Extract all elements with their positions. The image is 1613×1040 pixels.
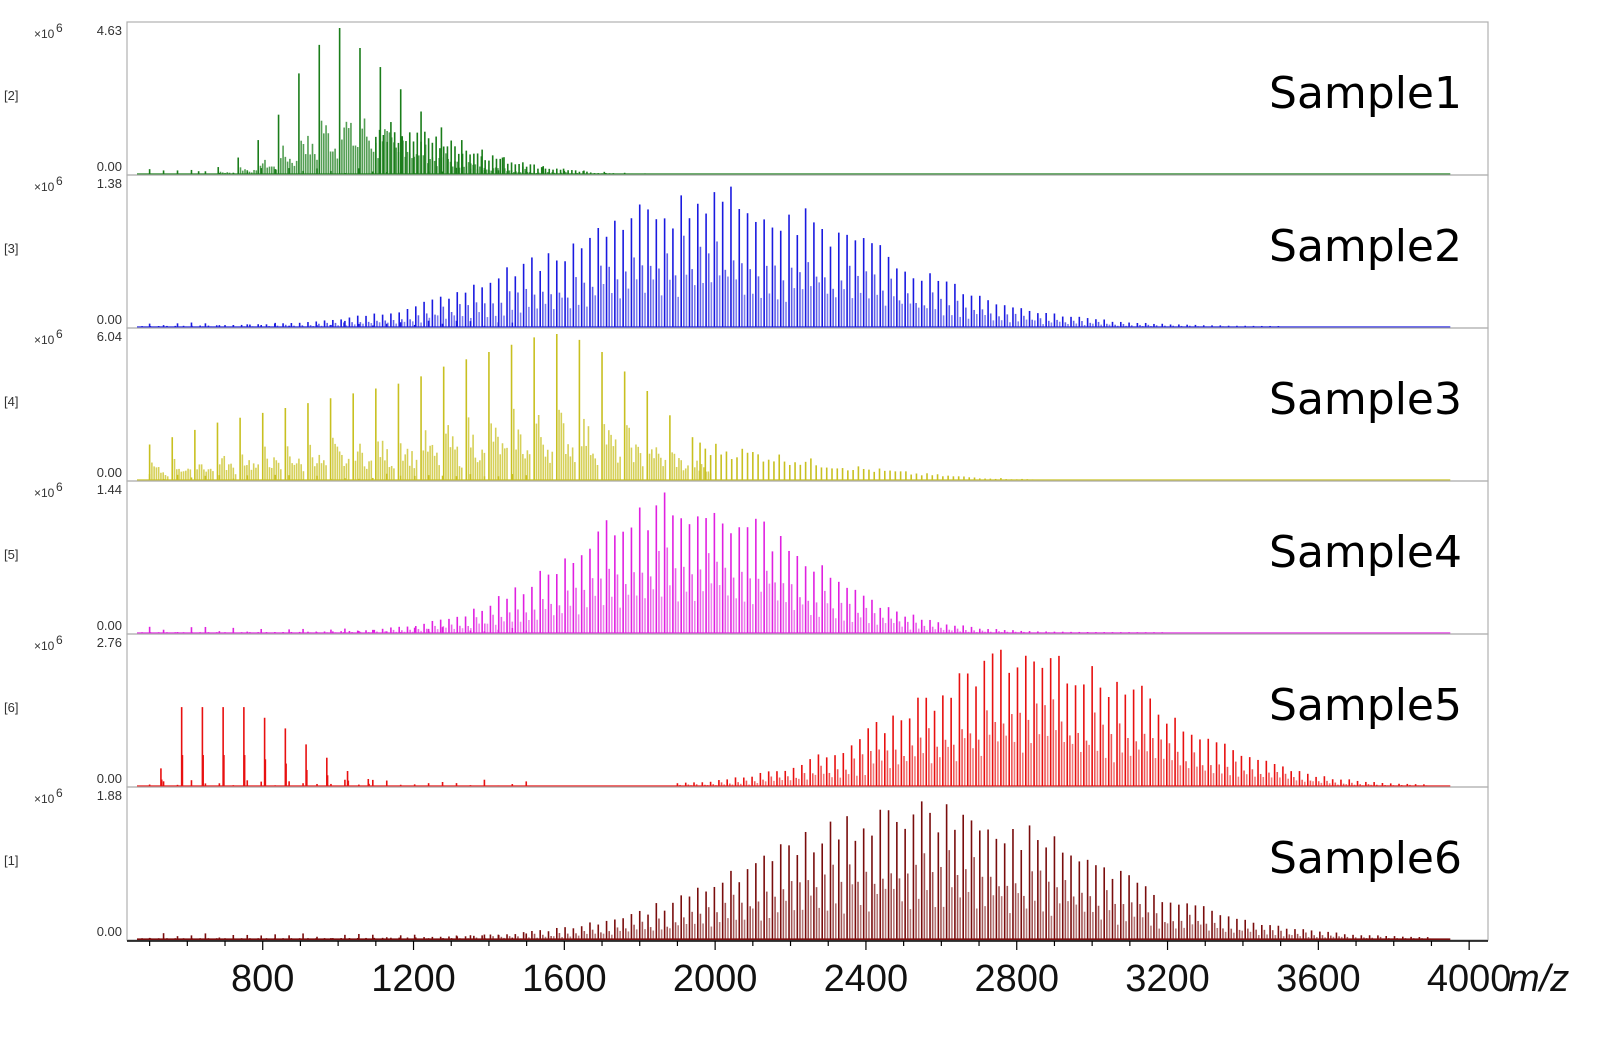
panel-sample4: [5] ×10 6 1.44 0.00 Sample4 <box>4 480 1489 635</box>
y-min-label: 0.00 <box>97 465 122 480</box>
panel-index-label: [6] <box>4 700 18 715</box>
y-exponent-power: 6 <box>56 327 63 341</box>
panel-index-label: [5] <box>4 547 18 562</box>
x-tick-label: 1200 <box>371 958 456 1000</box>
y-exponent-label: ×10 <box>34 639 55 653</box>
sample-name-label: Sample3 <box>1269 374 1462 425</box>
y-max-label: 1.44 <box>97 482 122 497</box>
y-max-label: 6.04 <box>97 329 122 344</box>
spectrum-peaks <box>137 492 1451 635</box>
x-tick-label: 2000 <box>673 958 758 1000</box>
x-tick-label: 2400 <box>824 958 909 1000</box>
y-min-label: 0.00 <box>97 618 122 633</box>
y-max-label: 1.38 <box>97 176 122 191</box>
y-exponent-label: ×10 <box>34 486 55 500</box>
y-exponent-power: 6 <box>56 786 63 800</box>
panel-index-label: [1] <box>4 853 18 868</box>
sample-name-label: Sample2 <box>1269 221 1462 272</box>
sample-name-label: Sample1 <box>1269 68 1462 119</box>
x-tick-label: 2800 <box>974 958 1059 1000</box>
y-max-label: 1.88 <box>97 788 122 803</box>
panel-sample2: [3] ×10 6 1.38 0.00 Sample2 <box>4 174 1489 329</box>
y-max-label: 2.76 <box>97 635 122 650</box>
y-exponent-power: 6 <box>56 21 63 35</box>
panel-sample6: [1] ×10 6 1.88 0.00 Sample6 <box>4 786 1489 941</box>
y-exponent-label: ×10 <box>34 27 55 41</box>
x-tick-label: 4000 <box>1427 958 1512 1000</box>
y-exponent-label: ×10 <box>34 180 55 194</box>
y-exponent-label: ×10 <box>34 333 55 347</box>
x-tick-label: 3600 <box>1276 958 1361 1000</box>
spectrum-peaks <box>137 186 1451 329</box>
x-tick-label: 800 <box>231 958 294 1000</box>
panel-sample1: [2] ×10 6 4.63 0.00 Sample1 <box>4 21 1489 176</box>
y-min-label: 0.00 <box>97 312 122 327</box>
sample-name-label: Sample4 <box>1269 527 1462 578</box>
y-exponent-power: 6 <box>56 480 63 494</box>
spectrum-peaks <box>137 649 1451 788</box>
y-exponent-label: ×10 <box>34 792 55 806</box>
y-exponent-power: 6 <box>56 633 63 647</box>
y-min-label: 0.00 <box>97 159 122 174</box>
x-axis-label: m/z <box>1508 958 1569 1000</box>
y-min-label: 0.00 <box>97 924 122 939</box>
spectrum-peaks <box>137 801 1451 941</box>
x-tick-label: 1600 <box>522 958 607 1000</box>
panel-sample3: [4] ×10 6 6.04 0.00 Sample3 <box>4 327 1489 482</box>
spectrum-peaks <box>137 334 1451 482</box>
spectrum-peaks <box>137 28 1451 175</box>
y-max-label: 4.63 <box>97 23 122 38</box>
sample-name-label: Sample5 <box>1269 680 1462 731</box>
x-tick-label: 3200 <box>1125 958 1210 1000</box>
panel-index-label: [2] <box>4 88 18 103</box>
panel-index-label: [4] <box>4 394 18 409</box>
panel-index-label: [3] <box>4 241 18 256</box>
panel-sample5: [6] ×10 6 2.76 0.00 Sample5 <box>4 633 1489 788</box>
y-min-label: 0.00 <box>97 771 122 786</box>
sample-name-label: Sample6 <box>1269 833 1462 884</box>
y-exponent-power: 6 <box>56 174 63 188</box>
